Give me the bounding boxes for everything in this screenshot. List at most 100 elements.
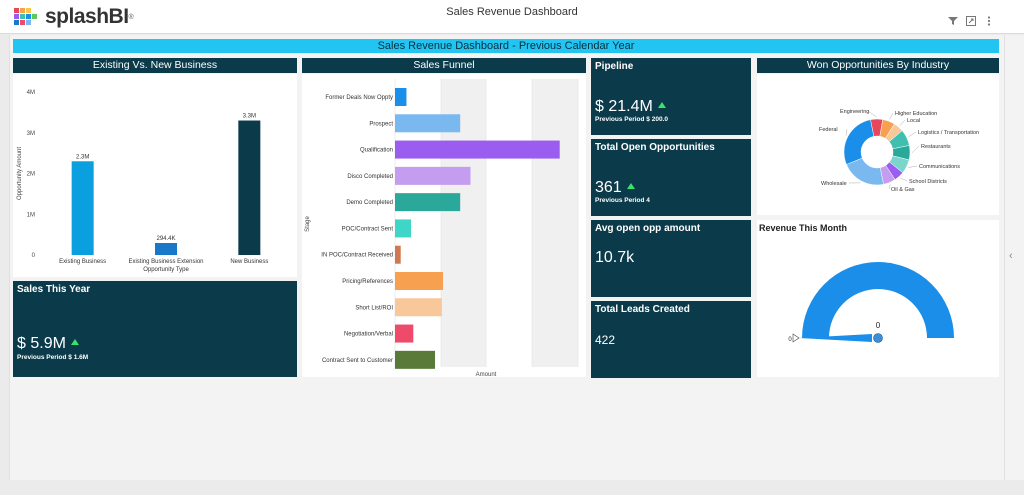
slice-label: Communications — [919, 164, 960, 170]
sales-funnel-header: Sales Funnel — [302, 58, 586, 73]
y-tick-label: 1M — [27, 212, 35, 218]
leader-line — [889, 112, 894, 120]
leader-line — [908, 165, 918, 168]
panel-title: Revenue This Month — [759, 223, 848, 233]
sales-this-year-card[interactable]: Sales This Year $ 5.9M Previous Period $… — [13, 281, 297, 377]
trend-up-icon — [626, 183, 635, 189]
leader-line — [908, 131, 917, 137]
stage-label: Contract Sent to Customer — [322, 358, 393, 364]
kpi-previous: Previous Period $ 200.0 — [595, 116, 668, 123]
chevron-left-icon: ‹ — [1009, 250, 1013, 262]
data-label: 2.3M — [76, 154, 89, 160]
stage-label: IN POC/Contract Received — [321, 253, 393, 259]
data-label: 3.3M — [243, 114, 256, 120]
leader-line — [888, 184, 891, 190]
stage-label: Demo Completed — [346, 200, 393, 206]
funnel-bar[interactable] — [395, 114, 461, 133]
kpi-value: 10.7k — [595, 249, 635, 266]
slice-label: Restaurants — [921, 144, 951, 150]
y-axis-label: Stage — [305, 216, 311, 232]
gauge-pivot — [873, 333, 883, 343]
avg-open-opp-card[interactable]: Avg open opp amount 10.7k — [591, 220, 751, 297]
page-title: Sales Revenue Dashboard — [446, 6, 578, 18]
funnel-bar[interactable] — [395, 245, 401, 264]
slice-label: Higher Education — [895, 111, 937, 117]
dashboard-banner: Sales Revenue Dashboard - Previous Calen… — [13, 39, 999, 53]
x-tick-label: New Business — [230, 259, 268, 265]
logo-mark-icon — [14, 8, 37, 25]
y-axis-label: Opportunity Amount — [17, 147, 23, 200]
kpi-previous: Previous Period 4 — [595, 197, 650, 204]
leader-line — [867, 110, 877, 118]
slice-label: Local — [907, 118, 920, 124]
kpi-value: 422 — [595, 333, 616, 347]
slice-label: Oil & Gas — [891, 187, 915, 193]
stage-label: Qualification — [360, 148, 393, 154]
leader-line — [899, 119, 906, 126]
kpi-title: Total Leads Created — [595, 304, 690, 315]
x-tick-label: Existing Business Extension — [128, 259, 203, 265]
y-tick-label: 3M — [27, 131, 35, 137]
revenue-this-month-panel: Revenue This Month 0 0 — [757, 220, 999, 377]
y-tick-label: 2M — [27, 172, 35, 178]
existing-vs-new-header: Existing Vs. New Business — [13, 58, 297, 73]
filter-icon[interactable] — [948, 16, 958, 26]
won-by-industry-header: Won Opportunities By Industry — [757, 58, 999, 73]
kpi-title: Avg open opp amount — [595, 223, 701, 234]
open-opportunities-card[interactable]: Total Open Opportunities 361 Previous Pe… — [591, 139, 751, 216]
pipeline-card[interactable]: Pipeline $ 21.4M Previous Period $ 200.0 — [591, 58, 751, 135]
stage-label: Negotiation/Verbal — [344, 332, 393, 338]
trend-up-icon — [70, 339, 79, 345]
existing-vs-new-panel: 0 1M 2M 3M 4M Opportunity Amount 2.3M Existing … — [13, 74, 297, 277]
y-tick-label: 4M — [27, 90, 35, 96]
expand-icon[interactable] — [966, 16, 976, 26]
stage-label: Disco Completed — [347, 174, 393, 180]
funnel-bar[interactable] — [395, 219, 412, 238]
funnel-bar[interactable] — [395, 193, 461, 212]
y-tick-label: 0 — [32, 253, 36, 259]
bar[interactable] — [155, 243, 177, 255]
side-panel-toggle[interactable]: ‹ — [1005, 35, 1024, 480]
funnel-bar[interactable] — [395, 140, 560, 159]
x-axis-label: Amount — [476, 372, 497, 377]
sales-funnel-panel: Former Deals Now Oppty Prospect Qualificat… — [302, 74, 586, 378]
leads-created-card[interactable]: Total Leads Created 422 — [591, 301, 751, 378]
grid-band — [486, 79, 532, 367]
bar[interactable] — [71, 161, 94, 255]
leader-line — [900, 177, 908, 182]
gauge-min-label: 0 — [788, 337, 792, 343]
kpi-value: $ 21.4M — [595, 98, 666, 116]
slice-label: Engineering — [840, 109, 869, 115]
more-icon[interactable] — [984, 16, 994, 26]
stage-label: Prospect — [369, 121, 393, 127]
top-bar: splashBI ® Sales Revenue Dashboard — [0, 0, 1024, 34]
kpi-title: Sales This Year — [17, 284, 91, 295]
funnel-bar[interactable] — [395, 88, 407, 106]
gauge-needle — [799, 334, 872, 342]
funnel-bar[interactable] — [395, 298, 442, 317]
existing-vs-new-chart: 0 1M 2M 3M 4M Opportunity Amount 2.3M Existing … — [17, 90, 268, 273]
stage-label: Pricing/References — [342, 279, 393, 285]
gauge-marker-icon — [792, 333, 800, 343]
bar[interactable] — [238, 120, 261, 256]
stage-label: Short List/ROI — [355, 305, 393, 311]
leader-line — [911, 145, 920, 153]
stage-label: Former Deals Now Oppty — [325, 95, 393, 101]
grid-band — [532, 79, 578, 367]
kpi-title: Pipeline — [595, 61, 634, 72]
funnel-bar[interactable] — [395, 324, 414, 343]
pie-slice[interactable] — [843, 119, 875, 165]
kpi-previous: Previous Period $ 1.6M — [17, 354, 89, 361]
leader-line — [845, 128, 848, 136]
x-axis-label: Opportunity Type — [143, 267, 189, 273]
trend-up-icon — [657, 102, 666, 108]
splashbi-logo: splashBI ® — [12, 3, 134, 31]
funnel-bar[interactable] — [395, 271, 444, 290]
brand-name: splashBI — [45, 5, 129, 28]
kpi-value: 361 — [595, 179, 635, 197]
gauge-value: 0 — [876, 321, 881, 330]
slice-label: Federal — [819, 127, 838, 133]
funnel-bar[interactable] — [395, 166, 471, 185]
funnel-bar[interactable] — [395, 350, 436, 369]
